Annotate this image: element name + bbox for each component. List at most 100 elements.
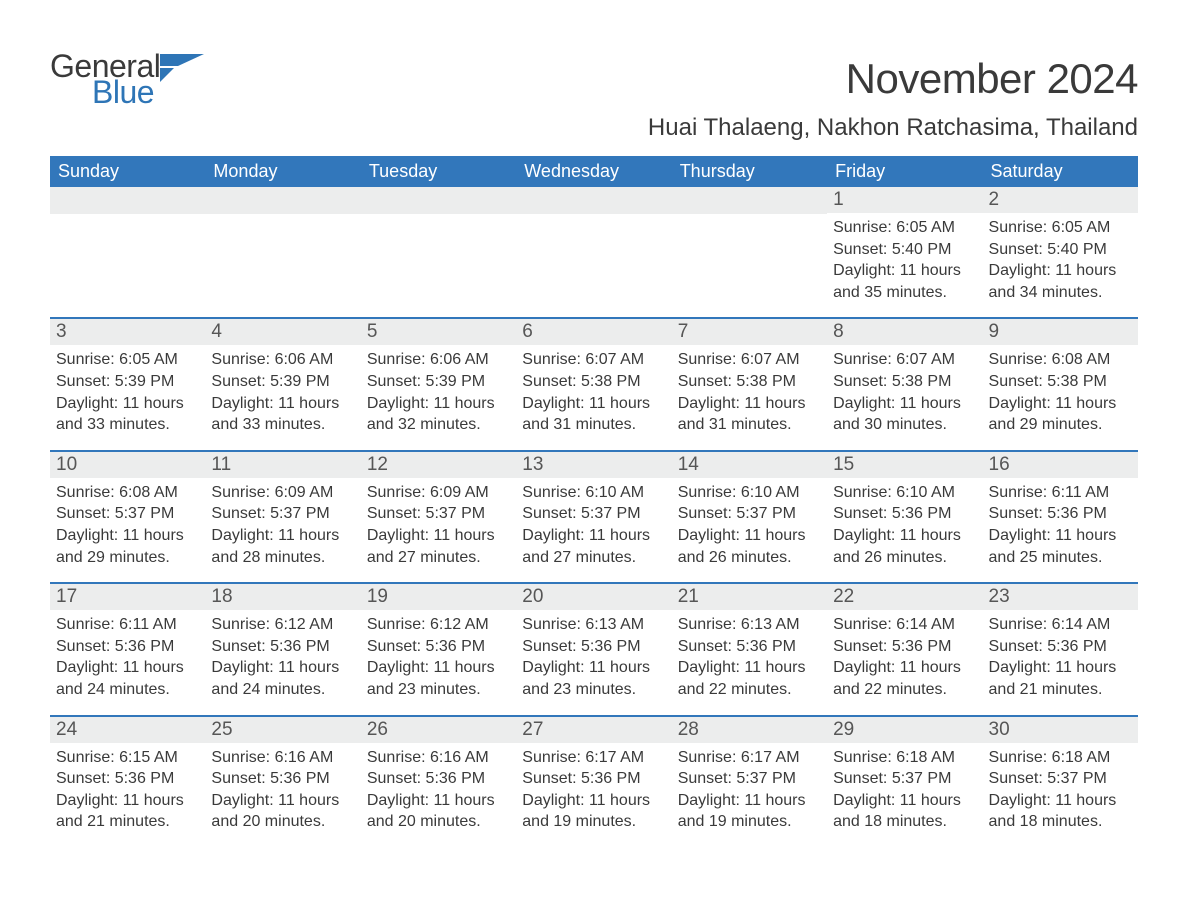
day-cell: 17Sunrise: 6:11 AMSunset: 5:36 PMDayligh… — [50, 584, 205, 714]
day-number: 14 — [672, 452, 827, 478]
day-sunrise: Sunrise: 6:12 AM — [211, 614, 354, 636]
day-number: 22 — [827, 584, 982, 610]
day-number: 15 — [827, 452, 982, 478]
day-daylight1: Daylight: 11 hours — [678, 393, 821, 415]
day-daylight1: Daylight: 11 hours — [56, 525, 199, 547]
day-sunrise: Sunrise: 6:12 AM — [367, 614, 510, 636]
day-number: 5 — [361, 319, 516, 345]
day-sunrise: Sunrise: 6:09 AM — [211, 482, 354, 504]
logo-word-blue: Blue — [92, 76, 160, 108]
day-number: 17 — [50, 584, 205, 610]
day-number: 28 — [672, 717, 827, 743]
day-number — [50, 187, 205, 214]
day-body: Sunrise: 6:05 AMSunset: 5:40 PMDaylight:… — [827, 213, 982, 303]
day-number: 30 — [983, 717, 1138, 743]
day-daylight2: and 18 minutes. — [989, 811, 1132, 833]
day-daylight2: and 22 minutes. — [678, 679, 821, 701]
day-number: 24 — [50, 717, 205, 743]
day-number: 11 — [205, 452, 360, 478]
day-number — [516, 187, 671, 214]
day-body: Sunrise: 6:16 AMSunset: 5:36 PMDaylight:… — [205, 743, 360, 833]
day-daylight2: and 26 minutes. — [833, 547, 976, 569]
day-daylight1: Daylight: 11 hours — [56, 790, 199, 812]
day-number: 4 — [205, 319, 360, 345]
day-body: Sunrise: 6:10 AMSunset: 5:37 PMDaylight:… — [516, 478, 671, 568]
day-daylight1: Daylight: 11 hours — [367, 393, 510, 415]
day-cell: 30Sunrise: 6:18 AMSunset: 5:37 PMDayligh… — [983, 717, 1138, 847]
day-sunset: Sunset: 5:37 PM — [833, 768, 976, 790]
day-sunset: Sunset: 5:36 PM — [989, 636, 1132, 658]
calendar-page: General Blue November 2024 Huai Thalaeng… — [0, 0, 1188, 877]
day-number: 12 — [361, 452, 516, 478]
day-body: Sunrise: 6:17 AMSunset: 5:37 PMDaylight:… — [672, 743, 827, 833]
day-daylight1: Daylight: 11 hours — [367, 525, 510, 547]
day-cell: 7Sunrise: 6:07 AMSunset: 5:38 PMDaylight… — [672, 319, 827, 449]
day-cell: 6Sunrise: 6:07 AMSunset: 5:38 PMDaylight… — [516, 319, 671, 449]
day-cell — [361, 187, 516, 317]
page-subtitle: Huai Thalaeng, Nakhon Ratchasima, Thaila… — [50, 114, 1138, 142]
day-sunrise: Sunrise: 6:07 AM — [833, 349, 976, 371]
day-sunset: Sunset: 5:37 PM — [367, 503, 510, 525]
logo-text: General Blue — [50, 50, 160, 108]
week-row: 24Sunrise: 6:15 AMSunset: 5:36 PMDayligh… — [50, 715, 1138, 847]
day-cell: 14Sunrise: 6:10 AMSunset: 5:37 PMDayligh… — [672, 452, 827, 582]
day-sunset: Sunset: 5:38 PM — [989, 371, 1132, 393]
day-number: 23 — [983, 584, 1138, 610]
day-daylight1: Daylight: 11 hours — [989, 393, 1132, 415]
day-body: Sunrise: 6:05 AMSunset: 5:40 PMDaylight:… — [983, 213, 1138, 303]
day-number: 3 — [50, 319, 205, 345]
day-daylight2: and 19 minutes. — [678, 811, 821, 833]
day-body: Sunrise: 6:06 AMSunset: 5:39 PMDaylight:… — [205, 345, 360, 435]
day-body: Sunrise: 6:12 AMSunset: 5:36 PMDaylight:… — [361, 610, 516, 700]
day-number: 18 — [205, 584, 360, 610]
day-daylight1: Daylight: 11 hours — [522, 657, 665, 679]
day-cell: 16Sunrise: 6:11 AMSunset: 5:36 PMDayligh… — [983, 452, 1138, 582]
day-daylight1: Daylight: 11 hours — [833, 790, 976, 812]
page-title: November 2024 — [846, 55, 1138, 103]
day-number: 7 — [672, 319, 827, 345]
day-cell: 19Sunrise: 6:12 AMSunset: 5:36 PMDayligh… — [361, 584, 516, 714]
day-number: 27 — [516, 717, 671, 743]
day-sunrise: Sunrise: 6:17 AM — [678, 747, 821, 769]
day-daylight2: and 24 minutes. — [211, 679, 354, 701]
day-body: Sunrise: 6:15 AMSunset: 5:36 PMDaylight:… — [50, 743, 205, 833]
day-sunset: Sunset: 5:36 PM — [522, 636, 665, 658]
day-sunset: Sunset: 5:36 PM — [367, 636, 510, 658]
day-cell: 9Sunrise: 6:08 AMSunset: 5:38 PMDaylight… — [983, 319, 1138, 449]
day-body: Sunrise: 6:18 AMSunset: 5:37 PMDaylight:… — [827, 743, 982, 833]
day-cell: 8Sunrise: 6:07 AMSunset: 5:38 PMDaylight… — [827, 319, 982, 449]
logo-flag-icon — [160, 54, 204, 89]
day-cell: 5Sunrise: 6:06 AMSunset: 5:39 PMDaylight… — [361, 319, 516, 449]
day-cell: 29Sunrise: 6:18 AMSunset: 5:37 PMDayligh… — [827, 717, 982, 847]
day-cell: 2Sunrise: 6:05 AMSunset: 5:40 PMDaylight… — [983, 187, 1138, 317]
day-number — [205, 187, 360, 214]
day-cell: 20Sunrise: 6:13 AMSunset: 5:36 PMDayligh… — [516, 584, 671, 714]
day-daylight1: Daylight: 11 hours — [211, 525, 354, 547]
day-sunrise: Sunrise: 6:18 AM — [833, 747, 976, 769]
day-body: Sunrise: 6:11 AMSunset: 5:36 PMDaylight:… — [983, 478, 1138, 568]
day-daylight2: and 25 minutes. — [989, 547, 1132, 569]
day-sunrise: Sunrise: 6:11 AM — [56, 614, 199, 636]
day-daylight1: Daylight: 11 hours — [833, 260, 976, 282]
day-sunrise: Sunrise: 6:06 AM — [211, 349, 354, 371]
day-sunrise: Sunrise: 6:06 AM — [367, 349, 510, 371]
day-sunrise: Sunrise: 6:11 AM — [989, 482, 1132, 504]
day-body: Sunrise: 6:14 AMSunset: 5:36 PMDaylight:… — [827, 610, 982, 700]
day-sunrise: Sunrise: 6:13 AM — [522, 614, 665, 636]
day-sunset: Sunset: 5:37 PM — [211, 503, 354, 525]
day-sunrise: Sunrise: 6:10 AM — [678, 482, 821, 504]
day-daylight2: and 29 minutes. — [56, 547, 199, 569]
day-body: Sunrise: 6:18 AMSunset: 5:37 PMDaylight:… — [983, 743, 1138, 833]
day-body: Sunrise: 6:12 AMSunset: 5:36 PMDaylight:… — [205, 610, 360, 700]
day-daylight1: Daylight: 11 hours — [989, 657, 1132, 679]
day-body: Sunrise: 6:14 AMSunset: 5:36 PMDaylight:… — [983, 610, 1138, 700]
day-daylight1: Daylight: 11 hours — [678, 790, 821, 812]
day-cell: 18Sunrise: 6:12 AMSunset: 5:36 PMDayligh… — [205, 584, 360, 714]
day-sunrise: Sunrise: 6:05 AM — [56, 349, 199, 371]
day-sunrise: Sunrise: 6:16 AM — [211, 747, 354, 769]
day-sunrise: Sunrise: 6:10 AM — [833, 482, 976, 504]
day-sunrise: Sunrise: 6:13 AM — [678, 614, 821, 636]
day-cell: 27Sunrise: 6:17 AMSunset: 5:36 PMDayligh… — [516, 717, 671, 847]
day-body: Sunrise: 6:08 AMSunset: 5:38 PMDaylight:… — [983, 345, 1138, 435]
day-cell: 23Sunrise: 6:14 AMSunset: 5:36 PMDayligh… — [983, 584, 1138, 714]
